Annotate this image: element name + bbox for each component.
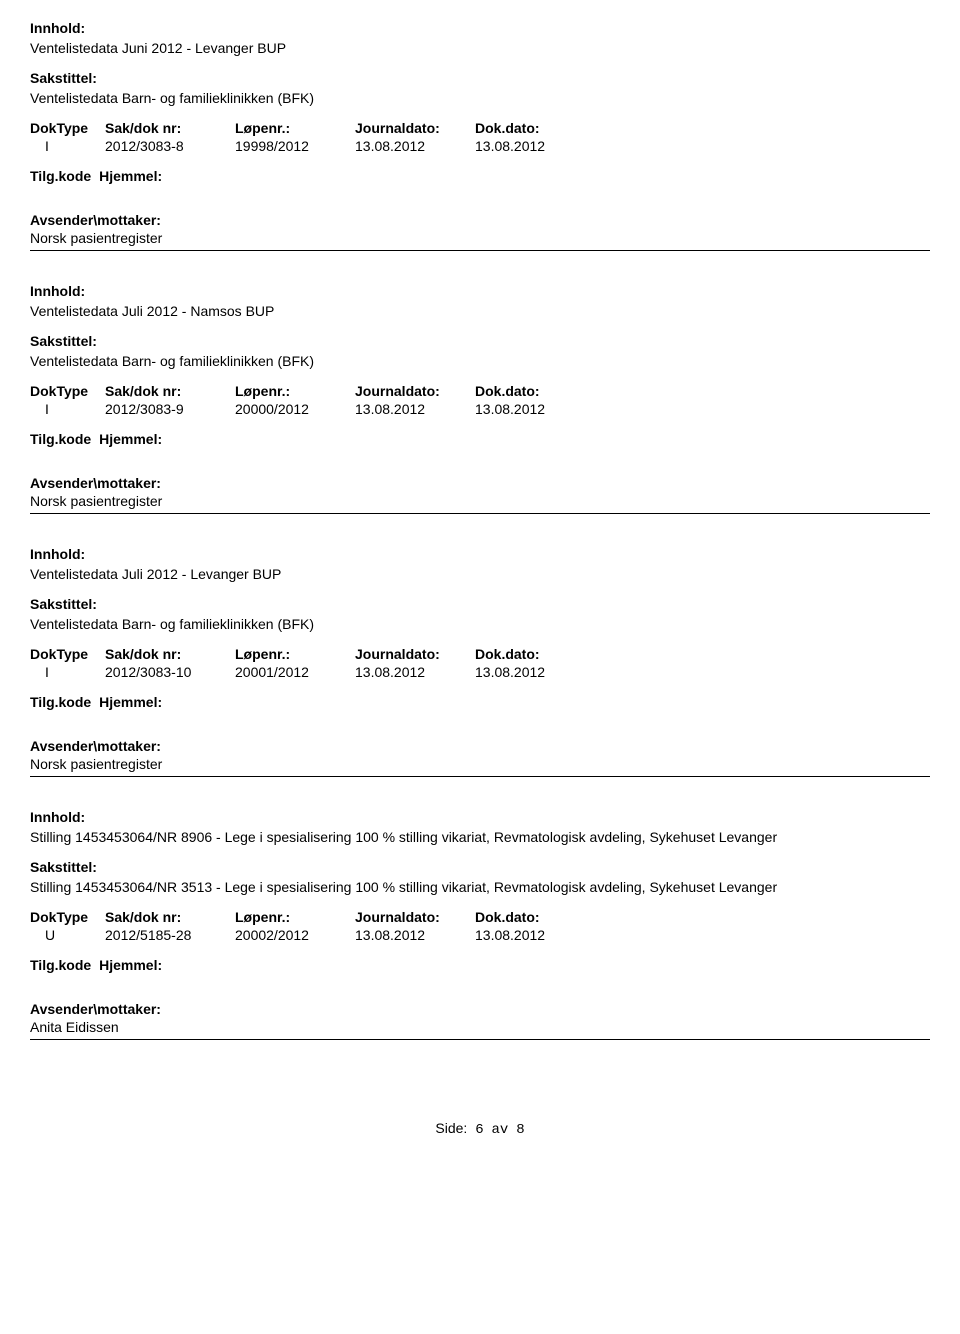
innhold-value: Ventelistedata Juli 2012 - Levanger BUP (30, 566, 930, 582)
sakstittel-value: Stilling 1453453064/NR 3513 - Lege i spe… (30, 879, 930, 895)
table-data-row: I 2012/3083-8 19998/2012 13.08.2012 13.0… (30, 138, 930, 154)
sakdoknr-value: 2012/3083-10 (105, 664, 235, 680)
dokdato-value: 13.08.2012 (475, 401, 595, 417)
journaldato-header: Journaldato: (355, 120, 475, 136)
doktype-header: DokType (30, 120, 105, 136)
avsender-label: Avsender\mottaker: (30, 738, 930, 754)
innhold-label: Innhold: (30, 283, 930, 299)
sakstittel-value: Ventelistedata Barn- og familieklinikken… (30, 353, 930, 369)
page-total: 8 (516, 1122, 524, 1138)
sakdoknr-header: Sak/dok nr: (105, 120, 235, 136)
lopenr-value: 20001/2012 (235, 664, 355, 680)
dokdato-header: Dok.dato: (475, 383, 595, 399)
lopenr-header: Løpenr.: (235, 120, 355, 136)
journaldato-value: 13.08.2012 (355, 138, 475, 154)
innhold-label: Innhold: (30, 546, 930, 562)
sakdoknr-header: Sak/dok nr: (105, 646, 235, 662)
lopenr-header: Løpenr.: (235, 383, 355, 399)
sakstittel-value: Ventelistedata Barn- og familieklinikken… (30, 616, 930, 632)
lopenr-value: 20002/2012 (235, 927, 355, 943)
journal-entry: Innhold: Ventelistedata Juli 2012 - Leva… (30, 546, 930, 777)
sakstittel-label: Sakstittel: (30, 596, 930, 612)
journal-entry: Innhold: Ventelistedata Juni 2012 - Leva… (30, 20, 930, 251)
sakdoknr-header: Sak/dok nr: (105, 383, 235, 399)
table-header-row: DokType Sak/dok nr: Løpenr.: Journaldato… (30, 120, 930, 136)
innhold-label: Innhold: (30, 809, 930, 825)
hjemmel-label: Hjemmel: (99, 957, 162, 973)
table-data-row: U 2012/5185-28 20002/2012 13.08.2012 13.… (30, 927, 930, 943)
tilgkode-row: Tilg.kode Hjemmel: (30, 431, 930, 447)
sakdoknr-value: 2012/3083-8 (105, 138, 235, 154)
journaldato-header: Journaldato: (355, 383, 475, 399)
tilgkode-row: Tilg.kode Hjemmel: (30, 694, 930, 710)
hjemmel-label: Hjemmel: (99, 431, 162, 447)
dokdato-header: Dok.dato: (475, 646, 595, 662)
dokdato-value: 13.08.2012 (475, 927, 595, 943)
table-data-row: I 2012/3083-10 20001/2012 13.08.2012 13.… (30, 664, 930, 680)
tilgkode-row: Tilg.kode Hjemmel: (30, 957, 930, 973)
journal-entry: Innhold: Stilling 1453453064/NR 8906 - L… (30, 809, 930, 1040)
entry-separator (30, 776, 930, 777)
table-header-row: DokType Sak/dok nr: Løpenr.: Journaldato… (30, 909, 930, 925)
side-label: Side: (435, 1120, 467, 1136)
dokdato-header: Dok.dato: (475, 909, 595, 925)
table-data-row: I 2012/3083-9 20000/2012 13.08.2012 13.0… (30, 401, 930, 417)
avsender-value: Norsk pasientregister (30, 493, 930, 509)
journaldato-value: 13.08.2012 (355, 401, 475, 417)
hjemmel-label: Hjemmel: (99, 694, 162, 710)
innhold-value: Stilling 1453453064/NR 8906 - Lege i spe… (30, 829, 930, 845)
journaldato-value: 13.08.2012 (355, 664, 475, 680)
tilgkode-row: Tilg.kode Hjemmel: (30, 168, 930, 184)
table-header-row: DokType Sak/dok nr: Løpenr.: Journaldato… (30, 383, 930, 399)
lopenr-header: Løpenr.: (235, 909, 355, 925)
lopenr-value: 19998/2012 (235, 138, 355, 154)
tilgkode-label: Tilg.kode (30, 957, 91, 973)
av-label: av (492, 1122, 509, 1138)
avsender-value: Anita Eidissen (30, 1019, 930, 1035)
lopenr-value: 20000/2012 (235, 401, 355, 417)
page-number: Side: 6 av 8 (30, 1120, 930, 1138)
doktype-header: DokType (30, 383, 105, 399)
doktype-value: I (30, 138, 105, 154)
dokdato-header: Dok.dato: (475, 120, 595, 136)
avsender-label: Avsender\mottaker: (30, 475, 930, 491)
sakstittel-label: Sakstittel: (30, 859, 930, 875)
innhold-value: Ventelistedata Juni 2012 - Levanger BUP (30, 40, 930, 56)
sakdoknr-header: Sak/dok nr: (105, 909, 235, 925)
tilgkode-label: Tilg.kode (30, 431, 91, 447)
doktype-value: I (30, 401, 105, 417)
dokdato-value: 13.08.2012 (475, 138, 595, 154)
sakstittel-value: Ventelistedata Barn- og familieklinikken… (30, 90, 930, 106)
entry-separator (30, 250, 930, 251)
avsender-value: Norsk pasientregister (30, 756, 930, 772)
hjemmel-label: Hjemmel: (99, 168, 162, 184)
innhold-label: Innhold: (30, 20, 930, 36)
journaldato-header: Journaldato: (355, 646, 475, 662)
doktype-header: DokType (30, 646, 105, 662)
doktype-value: I (30, 664, 105, 680)
journaldato-header: Journaldato: (355, 909, 475, 925)
innhold-value: Ventelistedata Juli 2012 - Namsos BUP (30, 303, 930, 319)
lopenr-header: Løpenr.: (235, 646, 355, 662)
sakdoknr-value: 2012/3083-9 (105, 401, 235, 417)
doktype-value: U (30, 927, 105, 943)
sakdoknr-value: 2012/5185-28 (105, 927, 235, 943)
avsender-value: Norsk pasientregister (30, 230, 930, 246)
journal-entry: Innhold: Ventelistedata Juli 2012 - Nams… (30, 283, 930, 514)
avsender-label: Avsender\mottaker: (30, 212, 930, 228)
dokdato-value: 13.08.2012 (475, 664, 595, 680)
avsender-label: Avsender\mottaker: (30, 1001, 930, 1017)
doktype-header: DokType (30, 909, 105, 925)
sakstittel-label: Sakstittel: (30, 333, 930, 349)
journaldato-value: 13.08.2012 (355, 927, 475, 943)
page-current: 6 (475, 1122, 483, 1138)
tilgkode-label: Tilg.kode (30, 694, 91, 710)
entry-separator (30, 513, 930, 514)
entry-separator (30, 1039, 930, 1040)
sakstittel-label: Sakstittel: (30, 70, 930, 86)
table-header-row: DokType Sak/dok nr: Løpenr.: Journaldato… (30, 646, 930, 662)
tilgkode-label: Tilg.kode (30, 168, 91, 184)
